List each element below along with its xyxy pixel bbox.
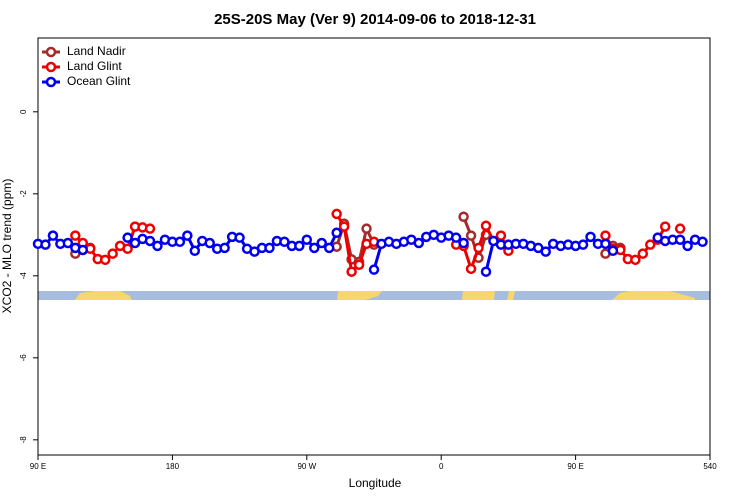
x-tick-label: 0 — [439, 462, 444, 471]
legend-label: Land Nadir — [67, 44, 126, 58]
data-point — [338, 221, 350, 232]
land-strip — [612, 291, 695, 300]
land-strip — [75, 291, 132, 300]
data-point — [607, 245, 619, 257]
data-point — [674, 223, 686, 234]
data-point — [346, 266, 357, 277]
y-tick-label: -6 — [19, 354, 28, 362]
map-strip — [38, 291, 710, 300]
data-point — [47, 230, 59, 241]
x-tick-label: 90 E — [30, 462, 46, 471]
data-point — [204, 237, 215, 249]
y-axis-label: XCO2 - MLO trend (ppm) — [0, 179, 14, 314]
data-point — [129, 237, 141, 249]
data-point — [294, 240, 305, 252]
data-point — [630, 254, 641, 266]
data-point — [279, 236, 290, 248]
data-point — [458, 211, 469, 223]
data-point — [331, 227, 342, 239]
data-point — [144, 223, 156, 234]
data-point — [331, 208, 342, 220]
data-point — [99, 254, 111, 266]
data-point — [323, 242, 335, 254]
data-point — [40, 239, 51, 250]
data-point — [361, 223, 372, 234]
legend-label: Ocean Glint — [67, 74, 131, 88]
data-point — [413, 237, 425, 249]
data-point — [152, 240, 163, 252]
legend-swatch-marker — [45, 76, 57, 88]
data-point — [122, 243, 133, 255]
data-point — [77, 244, 89, 256]
data-point — [234, 232, 245, 243]
data-point — [600, 230, 611, 241]
chart-title: 25S-20S May (Ver 9) 2014-09-06 to 2018-1… — [214, 11, 536, 28]
data-point — [480, 266, 492, 277]
data-point — [495, 230, 507, 241]
land-strip — [507, 291, 515, 300]
data-point — [645, 239, 656, 250]
data-point — [465, 263, 477, 275]
data-point — [368, 264, 380, 275]
data-point — [70, 230, 81, 241]
y-tick-label: -2 — [19, 190, 28, 198]
data-point — [577, 239, 589, 250]
data-point — [473, 242, 484, 254]
legend-swatch-marker — [45, 46, 57, 58]
land-strip — [337, 291, 382, 300]
data-point — [122, 232, 133, 243]
y-tick-label: -4 — [19, 272, 28, 280]
data-point — [697, 236, 708, 248]
data-point — [637, 248, 649, 259]
data-point — [264, 242, 275, 254]
data-point — [301, 234, 313, 245]
land-strip — [462, 291, 495, 300]
data-point — [540, 246, 551, 257]
data-point — [458, 237, 469, 249]
data-point — [144, 235, 156, 247]
x-axis-label: Longitude — [349, 476, 402, 490]
legend-label: Land Glint — [67, 59, 122, 73]
x-tick-label: 90 E — [567, 462, 583, 471]
data-point — [585, 231, 596, 243]
data-point — [316, 237, 327, 249]
data-point — [659, 221, 671, 232]
data-point — [682, 240, 693, 252]
data-point — [465, 230, 477, 241]
x-tick-label: 90 W — [297, 462, 316, 471]
data-point — [450, 232, 462, 243]
data-point — [219, 242, 230, 254]
legend-swatch-marker — [45, 61, 57, 73]
data-point — [189, 245, 201, 257]
data-point — [107, 248, 118, 259]
data-point — [353, 259, 365, 270]
data-point — [174, 236, 186, 248]
data-point — [309, 242, 320, 254]
y-tick-label: -8 — [19, 436, 28, 444]
x-tick-label: 540 — [703, 462, 717, 471]
data-point — [600, 238, 611, 250]
data-point — [480, 220, 492, 232]
x-tick-label: 180 — [166, 462, 180, 471]
data-point — [62, 237, 74, 249]
data-point — [182, 230, 193, 241]
y-tick-label: 0 — [19, 109, 28, 114]
data-point — [674, 234, 686, 245]
